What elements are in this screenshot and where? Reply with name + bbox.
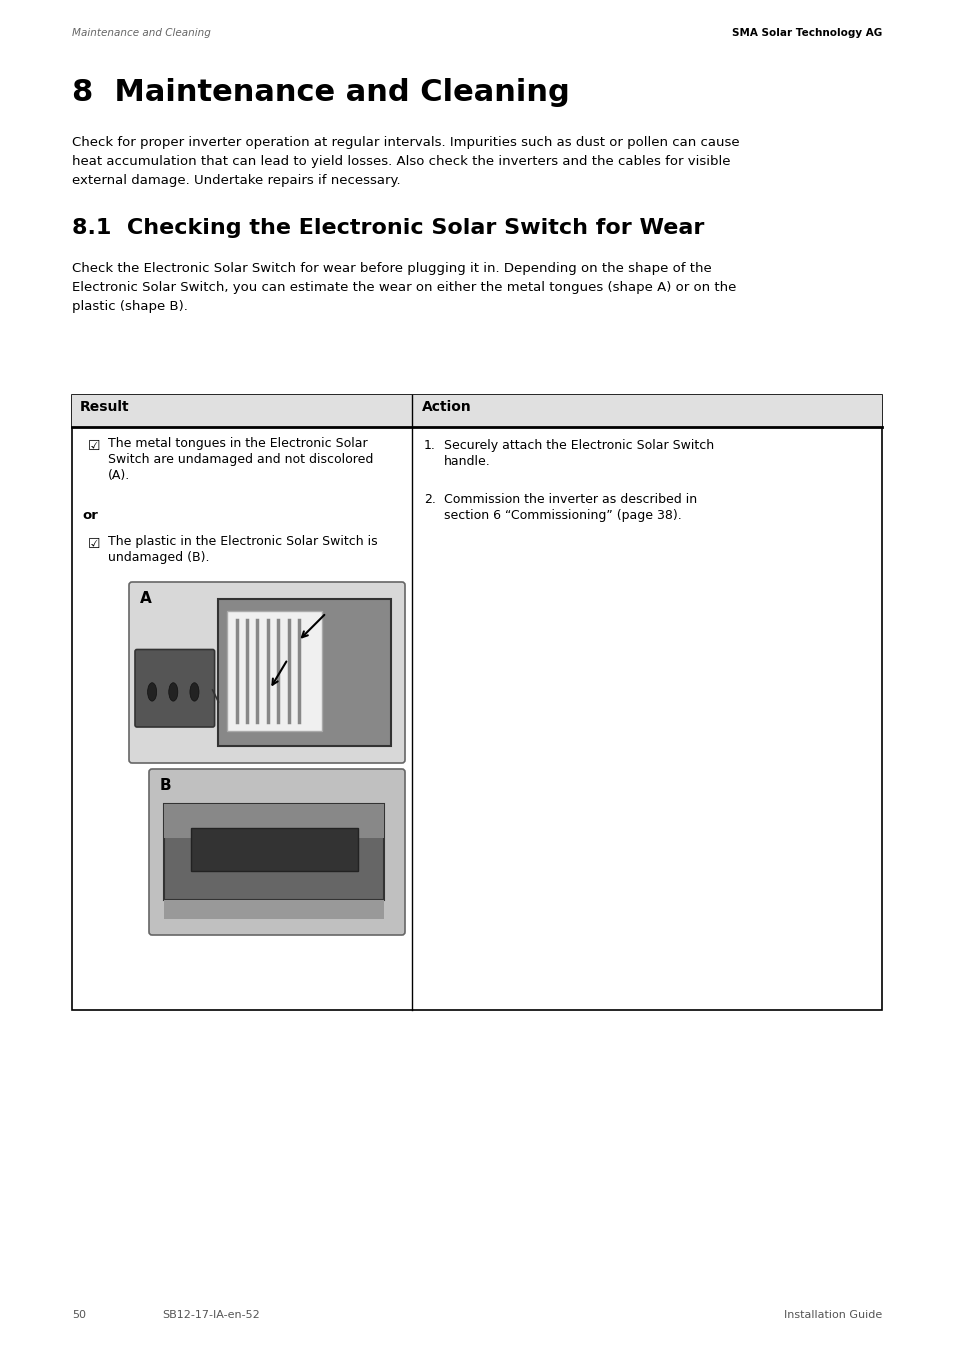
Text: SB12-17-IA-en-52: SB12-17-IA-en-52 [162, 1310, 259, 1320]
FancyBboxPatch shape [149, 769, 405, 936]
Bar [164, 900, 384, 919]
Text: Action: Action [421, 400, 471, 414]
Text: Maintenance and Cleaning: Maintenance and Cleaning [71, 28, 211, 38]
Text: (A).: (A). [108, 469, 131, 483]
Text: A: A [140, 591, 152, 606]
Text: or: or [82, 508, 98, 522]
Text: 8.1  Checking the Electronic Solar Switch for Wear: 8.1 Checking the Electronic Solar Switch… [71, 218, 703, 238]
Text: undamaged (B).: undamaged (B). [108, 552, 210, 564]
Ellipse shape [148, 683, 156, 702]
Text: handle.: handle. [443, 456, 490, 468]
Text: SMA Solar Technology AG: SMA Solar Technology AG [731, 28, 882, 38]
Text: 1.: 1. [423, 439, 436, 452]
Text: Switch are undamaged and not discolored: Switch are undamaged and not discolored [108, 453, 373, 466]
Text: section 6 “Commissioning” (page 38).: section 6 “Commissioning” (page 38). [443, 508, 681, 522]
Text: Commission the inverter as described in: Commission the inverter as described in [443, 493, 697, 506]
Bar [164, 804, 384, 838]
Text: ☑: ☑ [88, 439, 100, 453]
Text: B: B [160, 777, 172, 794]
Text: Check for proper inverter operation at regular intervals. Impurities such as dus: Check for proper inverter operation at r… [71, 137, 739, 187]
Text: Result: Result [80, 400, 130, 414]
Text: 50: 50 [71, 1310, 86, 1320]
Text: 8  Maintenance and Cleaning: 8 Maintenance and Cleaning [71, 78, 569, 107]
Bar [227, 611, 322, 731]
Text: Check the Electronic Solar Switch for wear before plugging it in. Depending on t: Check the Electronic Solar Switch for we… [71, 262, 736, 314]
Bar [218, 599, 391, 746]
Ellipse shape [169, 683, 177, 702]
Text: 2.: 2. [423, 493, 436, 506]
Text: The plastic in the Electronic Solar Switch is: The plastic in the Electronic Solar Swit… [108, 535, 377, 548]
FancyBboxPatch shape [135, 649, 214, 727]
Bar [71, 395, 882, 427]
Text: ☑: ☑ [88, 537, 100, 552]
Ellipse shape [190, 683, 199, 702]
Text: Installation Guide: Installation Guide [783, 1310, 882, 1320]
Text: Securely attach the Electronic Solar Switch: Securely attach the Electronic Solar Swi… [443, 439, 714, 452]
Bar [191, 827, 357, 871]
Bar [164, 804, 384, 900]
FancyBboxPatch shape [129, 581, 405, 763]
Bar [71, 395, 882, 1010]
Text: The metal tongues in the Electronic Solar: The metal tongues in the Electronic Sola… [108, 437, 367, 450]
